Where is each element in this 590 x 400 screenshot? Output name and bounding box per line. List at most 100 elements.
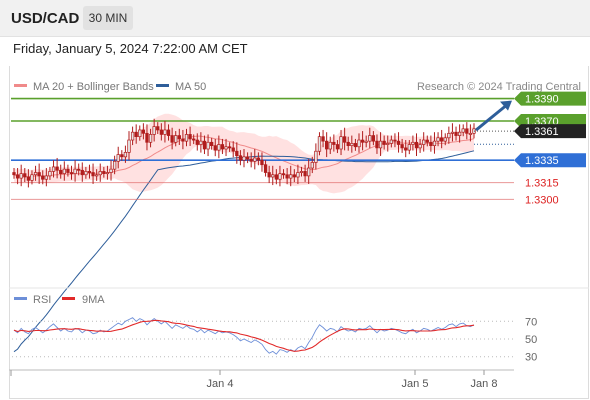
candle-body xyxy=(210,141,214,146)
candle xyxy=(353,138,358,151)
rsi-ma-line xyxy=(13,319,475,352)
candle-body xyxy=(51,166,56,172)
candle-body xyxy=(138,129,142,138)
candle-body xyxy=(130,131,135,141)
candle-body xyxy=(41,175,45,180)
candle-body xyxy=(389,139,393,144)
candle-body xyxy=(145,132,149,143)
candle-body xyxy=(314,150,318,163)
candle-body xyxy=(26,176,31,181)
candle-body xyxy=(357,139,361,148)
candle xyxy=(454,126,458,141)
candle xyxy=(299,166,304,177)
candle-body xyxy=(98,171,102,176)
candle-body xyxy=(317,136,322,152)
candle xyxy=(41,170,45,185)
candle-body xyxy=(418,144,422,149)
candle xyxy=(378,132,383,156)
candle xyxy=(123,145,128,163)
candle-body xyxy=(69,172,74,175)
candle xyxy=(95,169,99,181)
candle-body xyxy=(170,135,174,143)
candle-body xyxy=(192,138,196,141)
candle-body xyxy=(245,156,250,160)
candle-body xyxy=(44,175,48,180)
candle-body xyxy=(400,144,404,149)
candle xyxy=(156,122,160,134)
level-label-1.3335: 1.3335 xyxy=(525,155,559,167)
candle xyxy=(321,129,325,148)
candle-body xyxy=(206,141,210,150)
candle xyxy=(357,133,361,153)
candle xyxy=(407,140,411,155)
candle-body xyxy=(127,139,131,153)
candle xyxy=(285,168,289,185)
candle xyxy=(271,165,275,186)
candle xyxy=(73,160,77,182)
candle xyxy=(461,124,465,137)
candle-body xyxy=(148,134,153,143)
candle-body xyxy=(468,132,473,135)
symbol-title: USD/CAD xyxy=(11,10,80,27)
candle-body xyxy=(15,174,20,179)
candle-body xyxy=(188,134,192,140)
candle-body xyxy=(396,140,401,145)
candle-body xyxy=(296,172,300,178)
candle xyxy=(152,118,156,142)
candle-body xyxy=(159,129,163,135)
candle xyxy=(202,135,207,155)
candle xyxy=(364,135,368,148)
candle xyxy=(368,127,372,149)
candle-body xyxy=(235,150,239,157)
candle xyxy=(432,132,437,154)
candle-body xyxy=(213,145,217,151)
candle xyxy=(418,138,422,153)
candle-body xyxy=(112,160,117,170)
candle xyxy=(55,157,59,179)
candle xyxy=(249,152,253,168)
candle-body xyxy=(33,172,38,176)
candle-body xyxy=(454,131,458,136)
candle xyxy=(289,165,293,187)
candle-body xyxy=(109,168,113,173)
ma20-legend-label: MA 20 + Bollinger Bands xyxy=(33,81,154,93)
candle-body xyxy=(321,136,325,142)
candle xyxy=(77,163,81,176)
credit-label: Research © 2024 Trading Central xyxy=(417,81,581,93)
candle-body xyxy=(450,131,455,134)
candle xyxy=(44,168,48,187)
timeframe-button[interactable]: 30 MIN xyxy=(83,6,133,30)
candle xyxy=(116,146,120,169)
rsi-legend-swatch xyxy=(14,297,27,300)
candle xyxy=(84,166,88,179)
candle-body xyxy=(195,139,199,145)
candle-body xyxy=(242,156,246,161)
candle xyxy=(62,161,66,181)
candle-body xyxy=(80,169,84,176)
candle xyxy=(26,169,31,188)
rsi-line xyxy=(13,317,475,355)
candle xyxy=(371,131,376,146)
candle xyxy=(263,160,268,177)
candle-body xyxy=(55,166,59,171)
candle xyxy=(181,129,185,150)
target-arrow-head xyxy=(500,100,512,111)
candle xyxy=(220,138,225,155)
candle xyxy=(224,138,228,157)
candle xyxy=(411,135,415,151)
candle xyxy=(274,169,278,185)
candle xyxy=(425,135,429,147)
candle xyxy=(15,168,20,185)
candle xyxy=(260,152,264,172)
candle xyxy=(69,165,74,180)
candle-body xyxy=(289,174,293,179)
candle-body xyxy=(281,173,286,176)
candle-body xyxy=(263,164,268,173)
candle-body xyxy=(310,162,314,169)
candle-body xyxy=(177,135,181,140)
candle xyxy=(145,124,149,151)
candle-body xyxy=(231,147,235,152)
candle xyxy=(127,131,131,161)
candle-body xyxy=(378,140,383,149)
candle-body xyxy=(432,140,437,146)
